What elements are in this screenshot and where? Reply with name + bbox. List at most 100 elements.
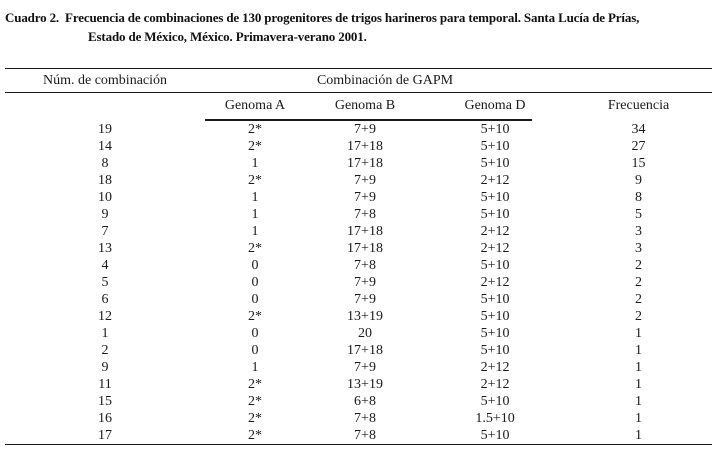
table-cell: 5+10 <box>480 427 510 443</box>
header-row-group: Núm. de combinación Combinación de GAPM <box>5 68 713 93</box>
table-row: 14 2* 17+18 5+10 27 <box>5 138 712 155</box>
header-frecuencia: Frecuencia <box>607 98 670 113</box>
subheader-rule-row <box>5 119 712 121</box>
table-cell: 2* <box>248 393 262 409</box>
table-cell: 1 <box>635 342 643 358</box>
table-cell: 2+12 <box>480 223 510 239</box>
table-cell: 5+10 <box>480 155 510 171</box>
table-cell: 5+10 <box>480 138 510 154</box>
table-body: 19 2* 7+9 5+10 34 14 2* 17+18 5+10 27 8 1 17+18 5+10 1… <box>5 121 712 445</box>
table-cell: 20 <box>358 325 372 341</box>
table-cell: 1 <box>251 223 259 239</box>
table-cell: 1 <box>251 206 259 222</box>
table-cell: 16 <box>98 410 112 426</box>
table-cell: 2 <box>635 274 643 290</box>
table-row: 5 0 7+9 2+12 2 <box>5 274 712 291</box>
table-cell: 2 <box>635 291 643 307</box>
table-cell: 2* <box>248 308 262 324</box>
table-row: 11 2* 13+19 2+12 1 <box>5 376 712 393</box>
table-cell: 1 <box>251 155 259 171</box>
table-cell: 2* <box>248 172 262 188</box>
header-genoma-b: Genoma B <box>334 98 396 113</box>
table-cell: 19 <box>98 121 112 137</box>
table-row: 7 1 17+18 2+12 3 <box>5 223 712 240</box>
header-row-sub: Genoma A Genoma B Genoma D Frecuencia <box>5 93 712 120</box>
table-cell: 5+10 <box>480 393 510 409</box>
table-caption: Cuadro 2. Frecuencia de combinaciones de … <box>5 8 710 46</box>
table-cell: 4 <box>101 257 109 273</box>
table-row: 17 2* 7+8 5+10 1 <box>5 427 712 445</box>
table-cell: 27 <box>631 138 646 154</box>
header-group-spacer <box>565 68 713 93</box>
table-row: 16 2* 7+8 1.5+10 1 <box>5 410 712 427</box>
table-cell: 2+12 <box>480 376 510 392</box>
table-cell: 5+10 <box>480 308 510 324</box>
table-cell: 2* <box>248 138 262 154</box>
table-cell: 7+8 <box>354 206 376 222</box>
table-cell: 3 <box>635 223 643 239</box>
table-row: 4 0 7+8 5+10 2 <box>5 257 712 274</box>
header-genoma-d: Genoma D <box>464 98 526 113</box>
table-cell: 1 <box>635 393 643 409</box>
table-cell: 1 <box>635 410 643 426</box>
table-cell: 5+10 <box>480 257 510 273</box>
table-cell: 15 <box>631 155 646 171</box>
table-cell: 17+18 <box>347 223 383 239</box>
table-cell: 2 <box>635 308 643 324</box>
table-row: 12 2* 13+19 5+10 2 <box>5 308 712 325</box>
caption-text-line1: Frecuencia de combinaciones de 130 proge… <box>65 10 640 25</box>
table-cell: 6 <box>101 291 109 307</box>
table-cell: 1 <box>635 325 643 341</box>
table-cell: 17+18 <box>347 240 383 256</box>
header-genoma-a: Genoma A <box>224 98 286 113</box>
caption-label: Cuadro 2. <box>5 10 60 25</box>
table-row: 1 0 20 5+10 1 <box>5 325 712 342</box>
table-cell: 8 <box>635 189 643 205</box>
header-combinacion-gapm: Combinación de GAPM <box>205 68 566 93</box>
table-cell: 5+10 <box>480 121 510 137</box>
table-cell: 5+10 <box>480 291 510 307</box>
table-cell: 0 <box>251 342 259 358</box>
table-row: 18 2* 7+9 2+12 9 <box>5 172 712 189</box>
table-row: 9 1 7+8 5+10 5 <box>5 206 712 223</box>
table-cell: 14 <box>98 138 112 154</box>
table-cell: 5 <box>101 274 109 290</box>
caption-line-1: Cuadro 2. Frecuencia de combinaciones de … <box>5 8 710 27</box>
caption-text-line2: Estado de México, México. Primavera-vera… <box>88 29 367 44</box>
table-cell: 17+18 <box>347 138 383 154</box>
table-cell: 2* <box>248 121 262 137</box>
rule-span-cell <box>205 119 565 121</box>
table-cell: 7 <box>101 223 109 239</box>
table-cell: 13 <box>98 240 112 256</box>
table-cell: 1 <box>251 359 259 375</box>
table-cell: 0 <box>251 325 259 341</box>
table-cell: 2 <box>101 342 109 358</box>
table-cell: 17 <box>98 427 112 443</box>
table-cell: 5+10 <box>480 189 510 205</box>
table-cell: 0 <box>251 274 259 290</box>
table-cell: 13+19 <box>347 308 383 324</box>
table-cell: 0 <box>251 257 259 273</box>
table-row: 6 0 7+9 5+10 2 <box>5 291 712 308</box>
table-cell: 5+10 <box>480 342 510 358</box>
table-cell: 9 <box>635 172 643 188</box>
table-cell: 1.5+10 <box>475 410 515 426</box>
table-cell: 15 <box>98 393 112 409</box>
table-row: 9 1 7+9 2+12 1 <box>5 359 712 376</box>
table-cell: 0 <box>251 291 259 307</box>
table-cell: 1 <box>101 325 109 341</box>
table-cell: 7+9 <box>354 359 376 375</box>
table-cell: 2+12 <box>480 172 510 188</box>
document-page: Cuadro 2. Frecuencia de combinaciones de … <box>0 8 715 467</box>
table-cell: 7+9 <box>354 291 376 307</box>
table-row: 13 2* 17+18 2+12 3 <box>5 240 712 257</box>
table-cell: 1 <box>635 376 643 392</box>
table-cell: 6+8 <box>354 393 376 409</box>
subheader-rule <box>205 119 533 121</box>
table-cell: 3 <box>635 240 643 256</box>
table-cell: 7+9 <box>354 274 376 290</box>
table-cell: 7+9 <box>354 121 376 137</box>
table-cell: 7+8 <box>354 410 376 426</box>
table-cell: 1 <box>635 427 643 443</box>
header-num-combinacion: Núm. de combinación <box>5 68 205 93</box>
